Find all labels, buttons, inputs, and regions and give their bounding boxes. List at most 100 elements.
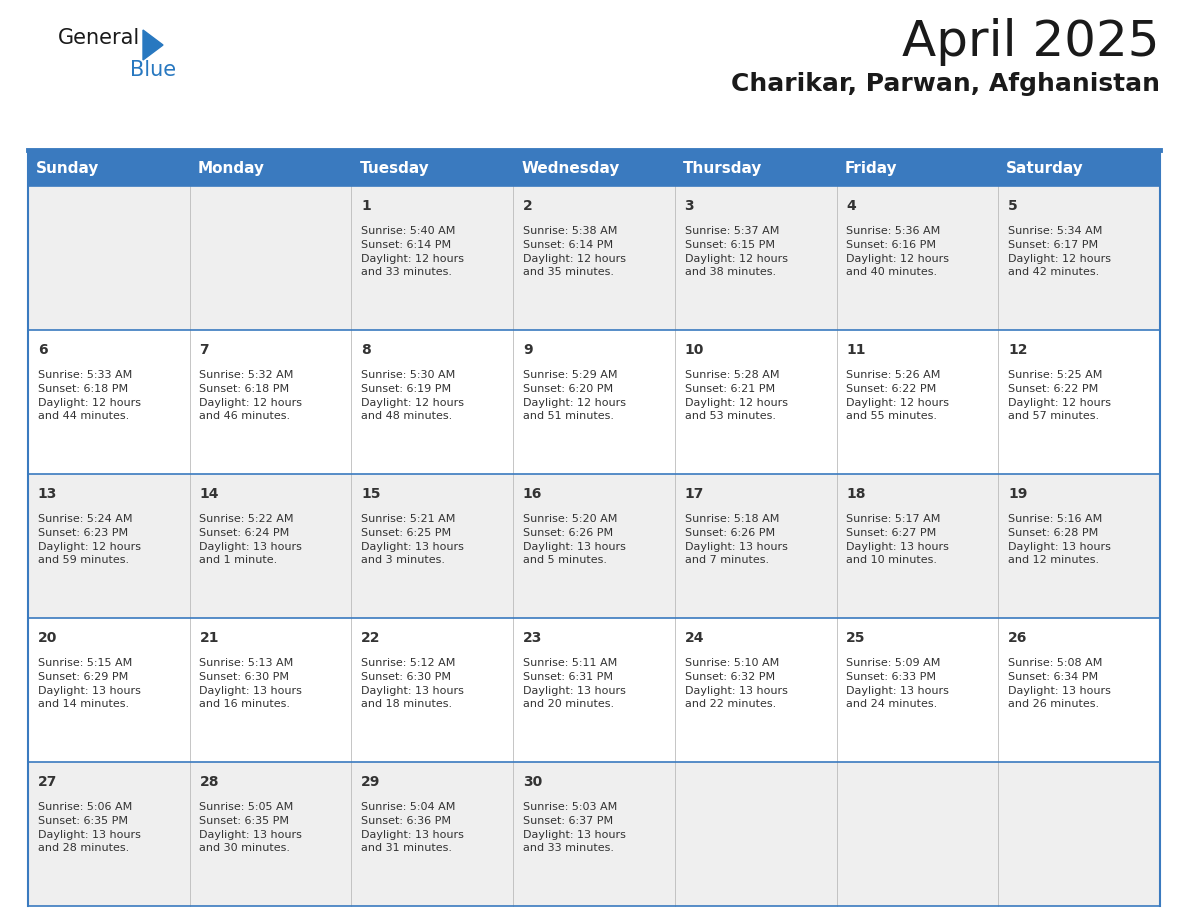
Text: Sunrise: 5:25 AM
Sunset: 6:22 PM
Daylight: 12 hours
and 57 minutes.: Sunrise: 5:25 AM Sunset: 6:22 PM Dayligh… — [1007, 370, 1111, 421]
Text: Sunrise: 5:17 AM
Sunset: 6:27 PM
Daylight: 13 hours
and 10 minutes.: Sunrise: 5:17 AM Sunset: 6:27 PM Dayligh… — [846, 514, 949, 565]
Text: Charikar, Parwan, Afghanistan: Charikar, Parwan, Afghanistan — [731, 72, 1159, 96]
Text: 23: 23 — [523, 631, 542, 645]
Bar — [29, 150, 190, 186]
Text: 20: 20 — [38, 631, 57, 645]
Bar — [836, 474, 998, 618]
Bar — [998, 186, 1159, 330]
Text: 5: 5 — [1007, 199, 1018, 213]
Text: 30: 30 — [523, 775, 542, 789]
Bar — [352, 186, 513, 330]
Bar — [29, 762, 190, 906]
Bar — [352, 474, 513, 618]
Text: 3: 3 — [684, 199, 694, 213]
Text: 10: 10 — [684, 343, 704, 357]
Text: 13: 13 — [38, 487, 57, 501]
Text: Sunrise: 5:22 AM
Sunset: 6:24 PM
Daylight: 13 hours
and 1 minute.: Sunrise: 5:22 AM Sunset: 6:24 PM Dayligh… — [200, 514, 302, 565]
Text: Sunrise: 5:20 AM
Sunset: 6:26 PM
Daylight: 13 hours
and 5 minutes.: Sunrise: 5:20 AM Sunset: 6:26 PM Dayligh… — [523, 514, 626, 565]
Bar — [675, 150, 836, 186]
Text: 24: 24 — [684, 631, 704, 645]
Bar — [998, 618, 1159, 762]
Text: Sunrise: 5:38 AM
Sunset: 6:14 PM
Daylight: 12 hours
and 35 minutes.: Sunrise: 5:38 AM Sunset: 6:14 PM Dayligh… — [523, 227, 626, 277]
Text: 6: 6 — [38, 343, 48, 357]
Bar — [190, 474, 352, 618]
Text: Sunrise: 5:40 AM
Sunset: 6:14 PM
Daylight: 12 hours
and 33 minutes.: Sunrise: 5:40 AM Sunset: 6:14 PM Dayligh… — [361, 227, 465, 277]
Text: Wednesday: Wednesday — [522, 161, 620, 175]
Text: April 2025: April 2025 — [903, 18, 1159, 66]
Text: Sunrise: 5:05 AM
Sunset: 6:35 PM
Daylight: 13 hours
and 30 minutes.: Sunrise: 5:05 AM Sunset: 6:35 PM Dayligh… — [200, 802, 302, 853]
Bar — [675, 186, 836, 330]
Text: Sunrise: 5:06 AM
Sunset: 6:35 PM
Daylight: 13 hours
and 28 minutes.: Sunrise: 5:06 AM Sunset: 6:35 PM Dayligh… — [38, 802, 140, 853]
Text: Thursday: Thursday — [683, 161, 763, 175]
Text: 16: 16 — [523, 487, 542, 501]
Text: 19: 19 — [1007, 487, 1028, 501]
Text: 7: 7 — [200, 343, 209, 357]
Text: Sunrise: 5:13 AM
Sunset: 6:30 PM
Daylight: 13 hours
and 16 minutes.: Sunrise: 5:13 AM Sunset: 6:30 PM Dayligh… — [200, 658, 302, 709]
Text: Sunrise: 5:15 AM
Sunset: 6:29 PM
Daylight: 13 hours
and 14 minutes.: Sunrise: 5:15 AM Sunset: 6:29 PM Dayligh… — [38, 658, 140, 709]
Text: Sunrise: 5:36 AM
Sunset: 6:16 PM
Daylight: 12 hours
and 40 minutes.: Sunrise: 5:36 AM Sunset: 6:16 PM Dayligh… — [846, 227, 949, 277]
Text: 14: 14 — [200, 487, 219, 501]
Text: 4: 4 — [846, 199, 857, 213]
Bar — [513, 618, 675, 762]
Bar — [513, 762, 675, 906]
Text: 27: 27 — [38, 775, 57, 789]
Text: Sunrise: 5:32 AM
Sunset: 6:18 PM
Daylight: 12 hours
and 46 minutes.: Sunrise: 5:32 AM Sunset: 6:18 PM Dayligh… — [200, 370, 303, 421]
Text: Sunrise: 5:29 AM
Sunset: 6:20 PM
Daylight: 12 hours
and 51 minutes.: Sunrise: 5:29 AM Sunset: 6:20 PM Dayligh… — [523, 370, 626, 421]
Bar — [513, 186, 675, 330]
Text: 28: 28 — [200, 775, 219, 789]
Text: Monday: Monday — [197, 161, 265, 175]
Bar — [352, 150, 513, 186]
Text: 8: 8 — [361, 343, 371, 357]
Text: Sunrise: 5:34 AM
Sunset: 6:17 PM
Daylight: 12 hours
and 42 minutes.: Sunrise: 5:34 AM Sunset: 6:17 PM Dayligh… — [1007, 227, 1111, 277]
Bar — [29, 330, 190, 474]
Bar — [190, 150, 352, 186]
Text: General: General — [58, 28, 140, 48]
Text: Sunrise: 5:33 AM
Sunset: 6:18 PM
Daylight: 12 hours
and 44 minutes.: Sunrise: 5:33 AM Sunset: 6:18 PM Dayligh… — [38, 370, 140, 421]
Text: Sunrise: 5:18 AM
Sunset: 6:26 PM
Daylight: 13 hours
and 7 minutes.: Sunrise: 5:18 AM Sunset: 6:26 PM Dayligh… — [684, 514, 788, 565]
Bar — [29, 474, 190, 618]
Text: Sunrise: 5:21 AM
Sunset: 6:25 PM
Daylight: 13 hours
and 3 minutes.: Sunrise: 5:21 AM Sunset: 6:25 PM Dayligh… — [361, 514, 465, 565]
Bar — [513, 330, 675, 474]
Text: Blue: Blue — [129, 60, 176, 80]
Text: 18: 18 — [846, 487, 866, 501]
Text: Sunrise: 5:26 AM
Sunset: 6:22 PM
Daylight: 12 hours
and 55 minutes.: Sunrise: 5:26 AM Sunset: 6:22 PM Dayligh… — [846, 370, 949, 421]
Text: Saturday: Saturday — [1006, 161, 1085, 175]
Text: 25: 25 — [846, 631, 866, 645]
Text: 2: 2 — [523, 199, 532, 213]
Text: 15: 15 — [361, 487, 380, 501]
Polygon shape — [143, 30, 163, 60]
Text: Sunday: Sunday — [36, 161, 100, 175]
Text: 26: 26 — [1007, 631, 1028, 645]
Text: Sunrise: 5:09 AM
Sunset: 6:33 PM
Daylight: 13 hours
and 24 minutes.: Sunrise: 5:09 AM Sunset: 6:33 PM Dayligh… — [846, 658, 949, 709]
Text: Sunrise: 5:04 AM
Sunset: 6:36 PM
Daylight: 13 hours
and 31 minutes.: Sunrise: 5:04 AM Sunset: 6:36 PM Dayligh… — [361, 802, 465, 853]
Text: 11: 11 — [846, 343, 866, 357]
Bar — [190, 618, 352, 762]
Bar — [836, 618, 998, 762]
Bar — [675, 474, 836, 618]
Bar — [675, 762, 836, 906]
Text: 12: 12 — [1007, 343, 1028, 357]
Text: 1: 1 — [361, 199, 371, 213]
Bar — [836, 150, 998, 186]
Bar — [675, 330, 836, 474]
Text: 17: 17 — [684, 487, 704, 501]
Bar — [190, 330, 352, 474]
Bar — [29, 186, 190, 330]
Bar — [352, 762, 513, 906]
Bar — [836, 186, 998, 330]
Bar — [190, 762, 352, 906]
Text: 29: 29 — [361, 775, 380, 789]
Text: Sunrise: 5:24 AM
Sunset: 6:23 PM
Daylight: 12 hours
and 59 minutes.: Sunrise: 5:24 AM Sunset: 6:23 PM Dayligh… — [38, 514, 140, 565]
Bar — [513, 474, 675, 618]
Text: Sunrise: 5:11 AM
Sunset: 6:31 PM
Daylight: 13 hours
and 20 minutes.: Sunrise: 5:11 AM Sunset: 6:31 PM Dayligh… — [523, 658, 626, 709]
Bar — [998, 474, 1159, 618]
Text: Sunrise: 5:30 AM
Sunset: 6:19 PM
Daylight: 12 hours
and 48 minutes.: Sunrise: 5:30 AM Sunset: 6:19 PM Dayligh… — [361, 370, 465, 421]
Bar — [836, 330, 998, 474]
Bar — [998, 150, 1159, 186]
Text: Friday: Friday — [845, 161, 897, 175]
Text: Sunrise: 5:12 AM
Sunset: 6:30 PM
Daylight: 13 hours
and 18 minutes.: Sunrise: 5:12 AM Sunset: 6:30 PM Dayligh… — [361, 658, 465, 709]
Bar — [352, 330, 513, 474]
Text: 9: 9 — [523, 343, 532, 357]
Bar — [998, 330, 1159, 474]
Bar — [352, 618, 513, 762]
Bar — [513, 150, 675, 186]
